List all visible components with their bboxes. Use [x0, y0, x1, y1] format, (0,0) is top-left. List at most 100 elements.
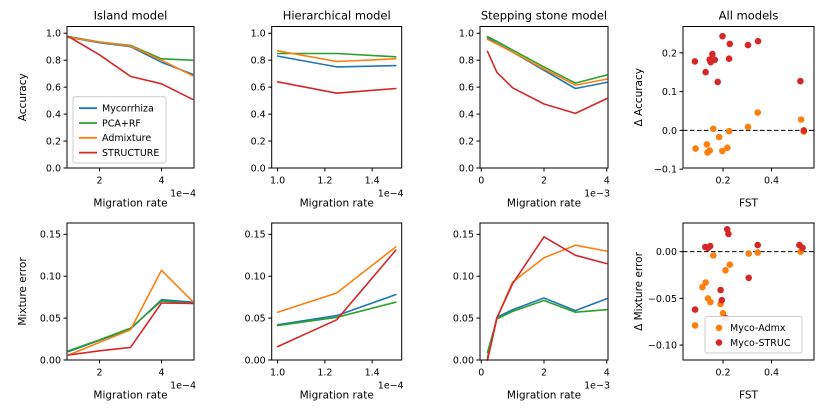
y-tick-label: 0.00: [40, 355, 61, 366]
x-tick-label: 2: [541, 368, 547, 379]
line-series-structure: [486, 50, 608, 115]
x-tick-label: 0: [478, 368, 484, 379]
scatter-point-myco-struc: [714, 78, 721, 86]
line-series-pca-rf: [486, 35, 608, 84]
x-tick-label: 1.2: [317, 176, 332, 187]
x-axis-offset-label: 1e−4: [170, 381, 196, 392]
line-series-admixture: [486, 244, 608, 361]
axes-frame: [682, 222, 815, 361]
y-tick-label: 0.10: [453, 272, 474, 283]
line-series-admixture: [276, 246, 397, 314]
line-series-admixture: [276, 49, 397, 63]
x-tick-label: 1.2: [317, 368, 332, 379]
x-tick-label: 1.4: [365, 176, 380, 187]
scatter-point-myco-struc: [744, 41, 752, 49]
y-tick-label: 0.10: [40, 272, 61, 283]
x-tick-label: 1.0: [270, 176, 285, 187]
scatter-point-myco-admx: [703, 141, 711, 148]
subplot-island-accuracy: 2 4 0.0 0.2 0.4 0.6 0.8 1.0 Island model Migratio…: [17, 9, 196, 210]
scatter-point-myco-struc: [718, 296, 726, 304]
line-series-mycorrhiza: [67, 36, 194, 76]
y-tick-label: 0.05: [453, 314, 474, 325]
x-axis-label: FST: [739, 390, 759, 402]
x-tick-label: 4: [158, 176, 164, 187]
scatter-point-myco-admx: [725, 127, 733, 135]
line-series-mycorrhiza: [276, 293, 397, 326]
x-axis-label: Migration rate: [507, 390, 581, 402]
x-axis-label: Migration rate: [93, 198, 167, 210]
y-tick-label: 0.2: [251, 136, 266, 147]
y-tick-label: −0.05: [648, 294, 677, 305]
x-tick-label: 4: [604, 176, 610, 187]
scatter-point-myco-struc: [717, 286, 724, 294]
legend-label: STRUCTURE: [102, 148, 159, 159]
y-tick-label: 0.6: [46, 83, 61, 94]
scatter-point-myco-struc: [706, 242, 714, 250]
scatter-point-myco-struc: [719, 32, 726, 40]
scatter-point-myco-admx: [724, 144, 731, 152]
y-tick-label: 0.2: [459, 136, 474, 147]
y-tick-label: 0.05: [245, 314, 266, 325]
y-tick-label: 0.00: [245, 355, 266, 366]
scatter-point-myco-admx: [715, 133, 723, 141]
scatter-point-myco-struc: [797, 77, 804, 85]
scatter-point-myco-struc: [726, 40, 734, 48]
y-tick-label: 0.05: [40, 314, 61, 325]
x-tick-label: 1.0: [270, 368, 285, 379]
line-series-pca-rf: [486, 299, 608, 354]
x-axis-label: FST: [739, 198, 759, 210]
x-tick-label: 0.2: [715, 176, 730, 187]
x-tick-label: 1.4: [365, 368, 380, 379]
scatter-point-myco-admx: [691, 322, 699, 329]
x-axis-label: Migration rate: [507, 198, 581, 210]
line-series-structure: [276, 249, 397, 348]
scatter-point-myco-struc: [709, 50, 716, 58]
scatter-point-myco-admx: [726, 261, 734, 269]
x-tick-label: 2: [97, 176, 103, 187]
subplot-hierarchical-mixture-error: 1.0 1.2 1.4 0.00 0.05 0.10 0.15 Migration rate 1…: [245, 222, 404, 402]
scatter-point-myco-admx: [707, 298, 714, 306]
scatter-point-myco-struc: [800, 127, 808, 134]
line-series-mycorrhiza: [486, 297, 608, 359]
scatter-point-myco-admx: [745, 250, 752, 257]
x-axis-offset-label: 1e−4: [378, 189, 404, 200]
subplot-all-models-delta-accuracy: 0.2 0.4 −0.1 0.0 0.1 0.2 All models FST Δ Accura…: [633, 9, 815, 210]
line-series-pca-rf: [67, 300, 194, 352]
legend-box: [72, 96, 167, 164]
scatter-point-myco-struc: [702, 68, 709, 76]
x-tick-label: 0.4: [764, 176, 779, 187]
y-tick-label: 0.8: [46, 56, 61, 67]
y-tick-label: 0.15: [40, 230, 61, 241]
scatter-point-myco-admx: [744, 123, 752, 131]
scatter-point-myco-admx: [692, 145, 699, 152]
scatter-point-myco-struc: [745, 274, 752, 282]
y-tick-label: 0.15: [453, 230, 474, 241]
subplot-title: Stepping stone model: [481, 9, 607, 23]
y-tick-label: 0.6: [251, 83, 266, 94]
y-tick-label: 0.0: [662, 126, 677, 137]
y-tick-label: −0.10: [648, 340, 677, 351]
legend-label: Myco-STRUC: [730, 338, 791, 349]
scatter-point-myco-struc: [725, 55, 733, 62]
y-tick-label: 0.8: [251, 56, 266, 67]
x-axis-offset-label: 1e−4: [170, 189, 196, 200]
scatter-point-myco-struc: [691, 58, 699, 65]
scatter-point-myco-struc: [799, 244, 806, 252]
y-tick-label: 0.4: [251, 109, 266, 120]
line-series-structure: [276, 81, 397, 94]
y-tick-label: 0.1: [662, 87, 677, 98]
y-tick-label: 0.2: [662, 48, 677, 59]
axes-frame: [271, 26, 403, 169]
legend-label: Myco-Admx: [730, 323, 786, 334]
scatter-point-myco-admx: [699, 283, 706, 291]
scatter-point-myco-admx: [710, 252, 717, 259]
legend: Myco-Admx Myco-STRUC: [704, 315, 803, 354]
legend-label: Mycorrhiza: [102, 104, 154, 115]
y-axis-label: Accuracy: [17, 73, 29, 121]
y-tick-label: 1.0: [46, 29, 61, 40]
axes-frame: [682, 26, 815, 169]
scatter-point-myco-struc: [754, 37, 762, 45]
line-series-admixture: [486, 38, 608, 86]
